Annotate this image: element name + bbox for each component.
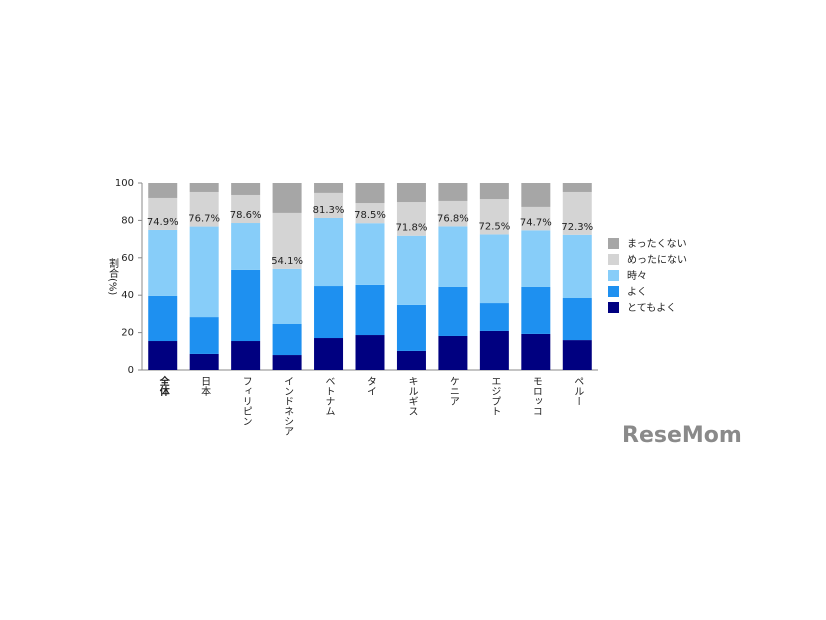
bar-segment xyxy=(521,230,551,287)
legend-swatch xyxy=(608,286,619,297)
x-tick-label: ベトナム xyxy=(323,376,335,416)
bar-segment xyxy=(148,229,178,296)
watermark: ReseMom xyxy=(622,423,742,448)
bar-segment xyxy=(355,335,385,370)
data-label: 71.8% xyxy=(396,223,428,234)
bar-segment xyxy=(314,338,344,370)
bar-segment xyxy=(562,183,592,192)
data-label: 74.7% xyxy=(520,217,552,228)
bar-segment xyxy=(438,183,468,201)
bar-segment xyxy=(314,192,344,218)
legend-label: 時々 xyxy=(627,270,647,282)
bar-segment xyxy=(479,199,509,235)
y-axis-label: 割合(%) xyxy=(107,257,119,296)
y-tick-label: 0 xyxy=(128,365,134,376)
bar-segment xyxy=(396,235,426,305)
x-tick-label: インドネシア xyxy=(282,376,294,436)
legend-label: めったにない xyxy=(627,254,687,266)
bar-segment xyxy=(189,191,219,227)
data-label: 78.6% xyxy=(230,210,262,221)
bar-segment xyxy=(562,298,592,341)
bar-segment xyxy=(438,226,468,287)
bar-segment xyxy=(189,353,219,370)
legend-label: とてもよく xyxy=(627,302,676,314)
x-tick-label: 全体 xyxy=(157,375,170,397)
bar-segment xyxy=(189,317,219,354)
bar-segment xyxy=(355,203,385,224)
bar-segment xyxy=(272,323,302,356)
x-tick-label: エジプト xyxy=(489,376,501,416)
bar-segment xyxy=(189,226,219,318)
bar-segment xyxy=(272,268,302,324)
y-tick-label: 20 xyxy=(121,328,134,339)
bar-segment xyxy=(314,286,344,339)
legend-swatch xyxy=(608,238,619,249)
bar-segment xyxy=(314,217,344,287)
bar-segment xyxy=(148,295,178,342)
data-label: 76.8% xyxy=(437,213,469,224)
bar-segment xyxy=(231,341,261,370)
bar-segment xyxy=(396,202,426,236)
bar-segment xyxy=(148,341,178,370)
bar-segment xyxy=(562,191,592,235)
bar-segment xyxy=(521,206,551,231)
data-label: 76.7% xyxy=(188,214,220,225)
bar-segment xyxy=(438,286,468,336)
bar-segment xyxy=(479,303,509,331)
bar-segment xyxy=(521,333,551,370)
data-label: 72.5% xyxy=(478,221,510,232)
bar-segment xyxy=(521,183,551,207)
bar-segment xyxy=(521,286,551,334)
bar-segment xyxy=(438,335,468,370)
bar-segment xyxy=(479,183,509,200)
y-tick-label: 100 xyxy=(115,178,134,189)
bar-segment xyxy=(479,234,509,304)
y-tick-label: 40 xyxy=(121,290,134,301)
x-tick-label: ペルー xyxy=(572,376,584,406)
bar-segment xyxy=(396,350,426,370)
bar-segment xyxy=(148,197,178,230)
data-label: 74.9% xyxy=(147,217,179,228)
x-tick-label: フィリピン xyxy=(240,376,251,426)
data-label: 78.5% xyxy=(354,210,386,221)
bar-segment xyxy=(231,223,261,270)
bar-segment xyxy=(562,340,592,370)
y-tick-label: 80 xyxy=(121,215,134,226)
x-tick-label: モロッコ xyxy=(530,376,541,416)
x-tick-label: ケニア xyxy=(447,376,459,406)
bar-segment xyxy=(355,183,385,204)
bar-segment xyxy=(438,200,468,227)
bar-segment xyxy=(189,183,219,192)
bar-segment xyxy=(272,355,302,370)
bar-segment xyxy=(396,183,426,203)
data-label: 72.3% xyxy=(561,222,593,233)
bar-segment xyxy=(479,330,509,370)
bar-segment xyxy=(314,183,344,193)
bar-segment xyxy=(396,304,426,351)
legend-swatch xyxy=(608,270,619,281)
bar-segment xyxy=(272,183,302,213)
bar-segment xyxy=(231,269,261,342)
data-label: 81.3% xyxy=(313,205,345,216)
bar-segment xyxy=(231,194,261,224)
legend-swatch xyxy=(608,302,619,313)
x-tick-label: タイ xyxy=(365,376,377,396)
x-tick-label: 日本 xyxy=(199,376,211,397)
legend-label: よく xyxy=(627,286,647,298)
x-tick-label: キルギス xyxy=(406,376,418,416)
bar-segment xyxy=(272,212,302,269)
bar-segment xyxy=(355,284,385,336)
bar-segment xyxy=(562,234,592,299)
y-tick-label: 60 xyxy=(121,253,134,264)
bar-segment xyxy=(231,183,261,195)
bar-segment xyxy=(355,223,385,285)
legend-swatch xyxy=(608,254,619,265)
bar-segment xyxy=(148,183,178,198)
legend-label: まったくない xyxy=(627,238,687,250)
data-label: 54.1% xyxy=(271,256,303,267)
